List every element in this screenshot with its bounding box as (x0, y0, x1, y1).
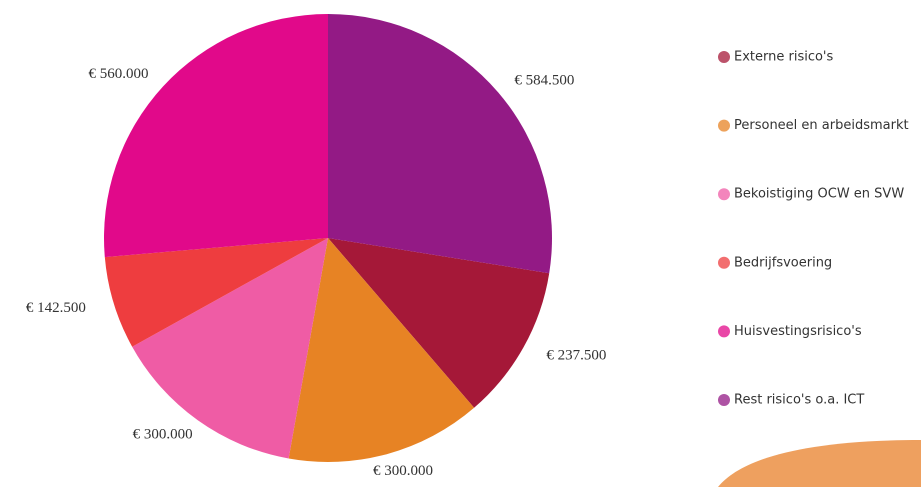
legend-label: Externe risico's (734, 50, 834, 65)
pie-slice (328, 238, 550, 408)
legend-swatch (718, 394, 730, 406)
pie-slice (103, 14, 328, 258)
legend-label: Personeel en arbeidsmarkt (734, 118, 909, 133)
legend-swatch (718, 256, 730, 269)
pie-slice (288, 238, 475, 462)
data-label: € 560.000 (88, 66, 148, 82)
pie-slice (104, 238, 329, 347)
legend-label: Rest risico's o.a. ICT (734, 393, 864, 408)
legend-swatch (718, 51, 730, 63)
legend-label: Bedrijfsvoering (734, 255, 832, 270)
legend-label: Huisvestingsrisico's (734, 324, 862, 339)
data-label: € 237.500 (546, 347, 606, 363)
data-label: € 300.000 (133, 426, 193, 442)
data-label: € 584.500 (514, 72, 574, 88)
legend-swatch (718, 188, 730, 201)
legend-swatch (718, 119, 730, 132)
legend-swatch (718, 325, 730, 338)
pie-slice (132, 238, 328, 459)
legend-label: Bekoistiging OCW en SVW (734, 187, 904, 202)
data-label: € 142.500 (26, 300, 86, 316)
decor-shape (718, 440, 921, 487)
data-label: € 300.000 (373, 463, 433, 479)
pie-slice (328, 14, 552, 274)
